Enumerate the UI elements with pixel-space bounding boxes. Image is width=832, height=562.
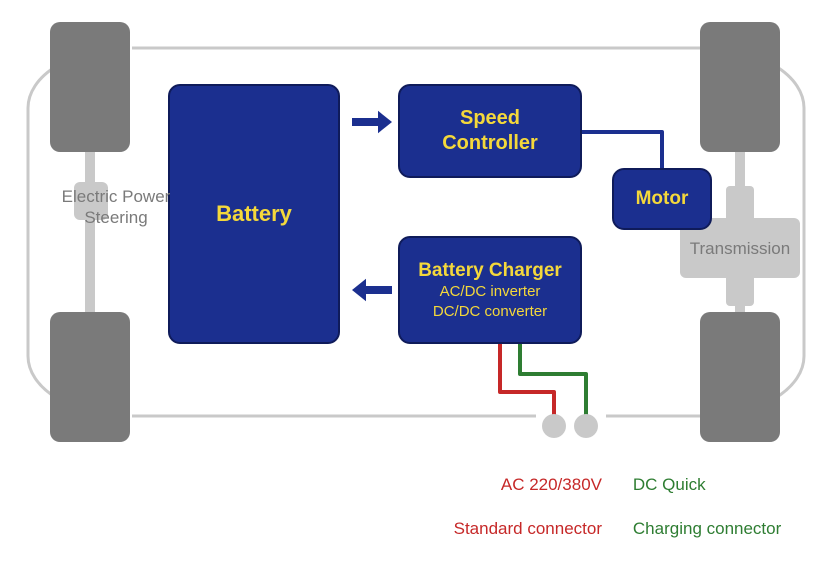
battery-charger-sub2: DC/DC converter bbox=[433, 302, 547, 322]
ac-connector-label: AC 220/380V Standard connector bbox=[432, 452, 602, 562]
ev-architecture-diagram: Battery Speed Controller Motor Battery C… bbox=[0, 0, 832, 504]
motor-box: Motor bbox=[612, 168, 712, 230]
transmission-label: Transmission bbox=[660, 238, 820, 259]
dc-connector-label: DC Quick Charging connector bbox=[614, 452, 781, 562]
ac-connector-line1: AC 220/380V bbox=[501, 475, 602, 494]
motor-label: Motor bbox=[636, 187, 689, 211]
ac-connector-line2: Standard connector bbox=[454, 519, 602, 538]
battery-charger-label: Battery Charger bbox=[418, 259, 562, 283]
battery-charger-sub1: AC/DC inverter bbox=[440, 282, 541, 302]
dc-connector-line2: Charging connector bbox=[633, 519, 781, 538]
battery-label: Battery bbox=[216, 200, 292, 228]
speed-controller-box: Speed Controller bbox=[398, 84, 582, 178]
dc-connector-line1: DC Quick bbox=[633, 475, 706, 494]
electric-power-steering-label: Electric Power Steering bbox=[36, 186, 196, 229]
speed-controller-label: Speed Controller bbox=[442, 106, 538, 156]
battery-charger-box: Battery Charger AC/DC inverter DC/DC con… bbox=[398, 236, 582, 344]
